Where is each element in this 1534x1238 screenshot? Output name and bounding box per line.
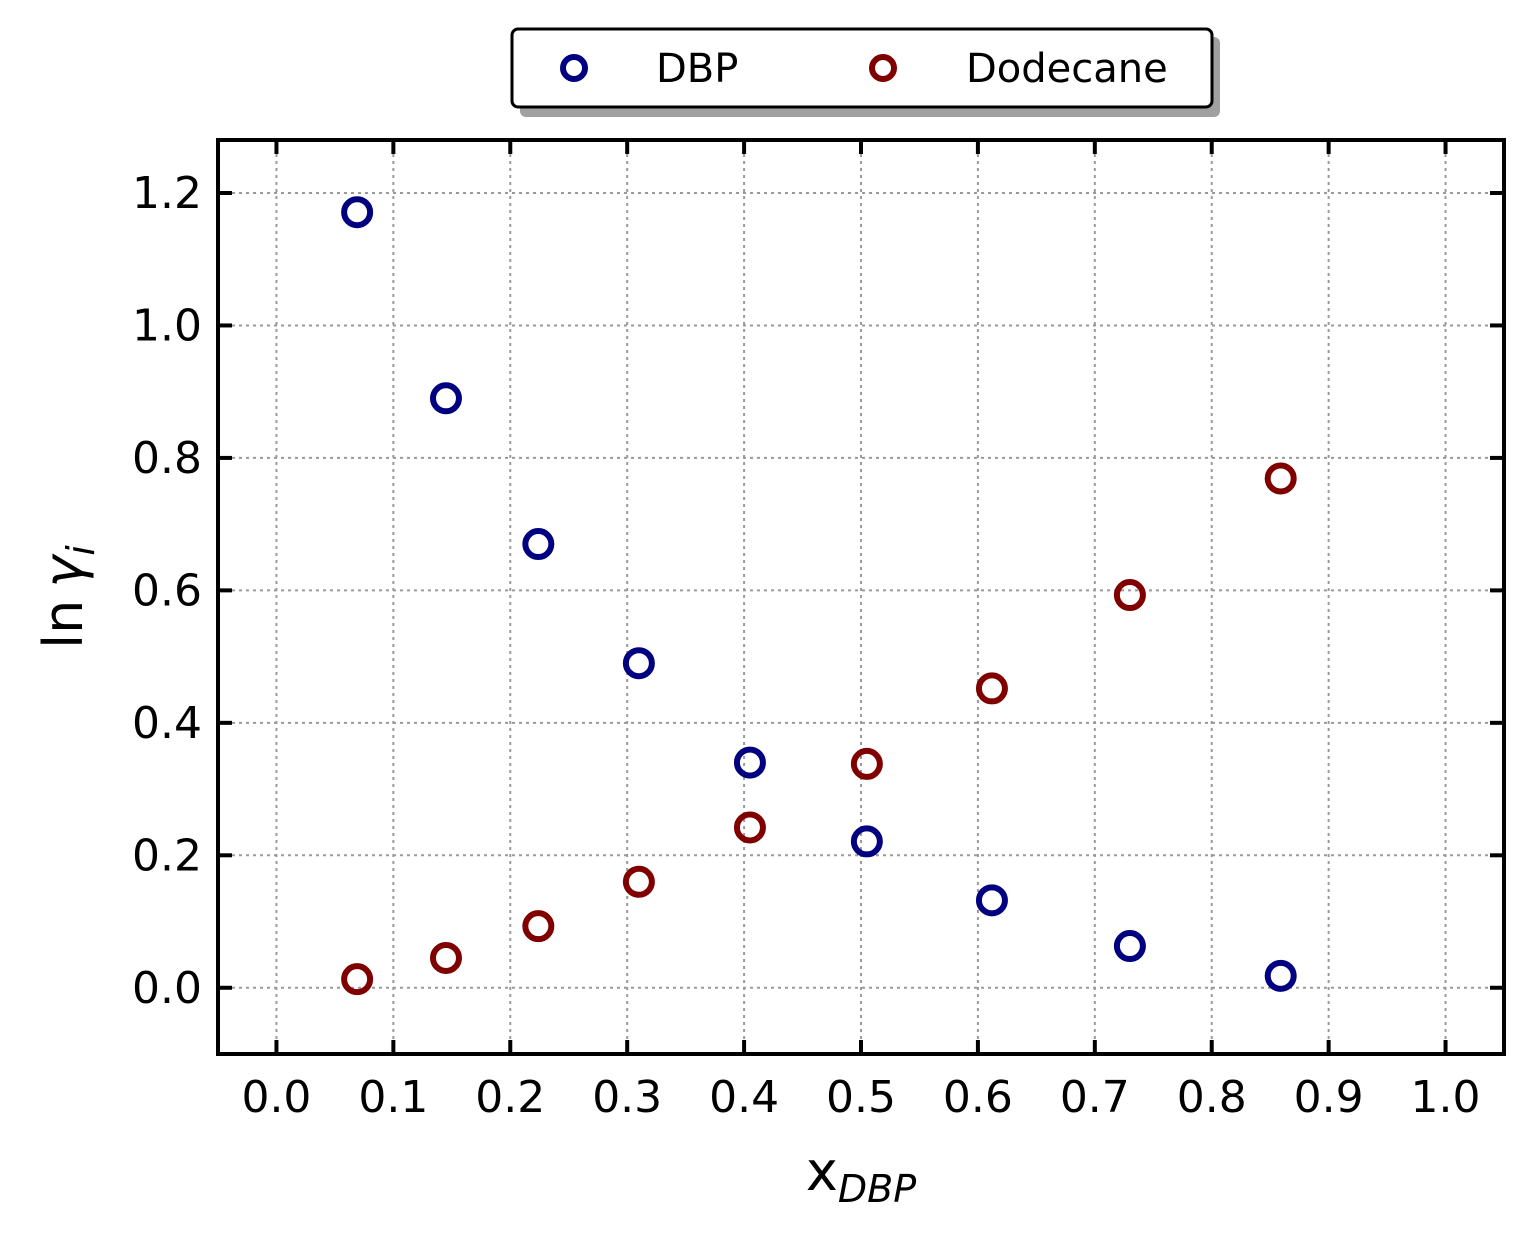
data-point-dbp	[622, 647, 655, 680]
y-tick-label: 1.0	[132, 300, 202, 351]
data-point-dbp	[733, 746, 766, 779]
data-point-dodecane	[733, 811, 766, 844]
data-point-dodecane	[622, 865, 655, 898]
legend-marker-dodecane	[869, 54, 897, 82]
legend-frame	[510, 27, 1214, 109]
series-dodecane	[341, 462, 1297, 996]
legend-marker-dbp	[560, 54, 588, 82]
x-tick-label: 0.5	[826, 1072, 896, 1123]
data-point-dodecane	[975, 672, 1008, 705]
y-tick-label: 1.2	[132, 168, 202, 219]
y-tick-label: 0.6	[132, 565, 202, 616]
data-point-dbp	[429, 382, 462, 415]
data-point-dodecane	[341, 963, 374, 996]
y-tick-label: 0.8	[132, 433, 202, 484]
x-tick-label: 0.1	[358, 1072, 428, 1123]
legend-label-dodecane: Dodecane	[966, 46, 1168, 92]
y-tick-label: 0.0	[132, 963, 202, 1014]
x-axis-label: xDBP	[806, 1140, 916, 1211]
data-point-dodecane	[850, 747, 883, 780]
grid	[218, 140, 1504, 1054]
data-point-dbp	[522, 528, 555, 561]
y-tick-label: 0.2	[132, 830, 202, 881]
x-tick-label: 0.4	[709, 1072, 779, 1123]
axis-ticks	[218, 140, 1504, 1054]
x-tick-label: 0.2	[475, 1072, 545, 1123]
x-tick-label: 0.8	[1177, 1072, 1247, 1123]
tick-labels: 0.0 0.1 0.2 0.3 0.4 0.5 0.6 0.7 0.8 0.9 1.0 0.0 0.2 0…	[132, 168, 1481, 1123]
x-tick-label: 0.9	[1294, 1072, 1364, 1123]
data-points	[341, 196, 1297, 996]
data-point-dodecane	[522, 910, 555, 943]
data-point-dodecane	[429, 941, 462, 974]
legend: DBP Dodecane	[510, 27, 1220, 117]
data-point-dodecane	[1113, 579, 1146, 612]
data-point-dbp	[1113, 930, 1146, 963]
x-tick-label: 0.3	[592, 1072, 662, 1123]
legend-label-dbp: DBP	[656, 46, 738, 92]
x-axis-label-main: x	[806, 1140, 838, 1203]
data-point-dodecane	[1264, 462, 1297, 495]
x-tick-label: 0.0	[241, 1072, 311, 1123]
x-tick-label: 0.7	[1060, 1072, 1130, 1123]
data-point-dbp	[850, 825, 883, 858]
data-point-dbp	[341, 196, 374, 229]
data-point-dbp	[1264, 959, 1297, 992]
series-dbp	[341, 196, 1297, 992]
x-tick-label: 1.0	[1411, 1072, 1481, 1123]
y-axis-label-prefix: ln	[32, 600, 95, 649]
data-point-dbp	[975, 884, 1008, 917]
x-axis-label-subscript: DBP	[838, 1167, 916, 1211]
y-axis-label-symbol: γ	[32, 553, 95, 588]
y-axis-label-subscript: i	[59, 545, 103, 556]
y-tick-label: 0.4	[132, 698, 202, 749]
x-tick-label: 0.6	[943, 1072, 1013, 1123]
y-axis-label: ln γi	[32, 545, 103, 649]
